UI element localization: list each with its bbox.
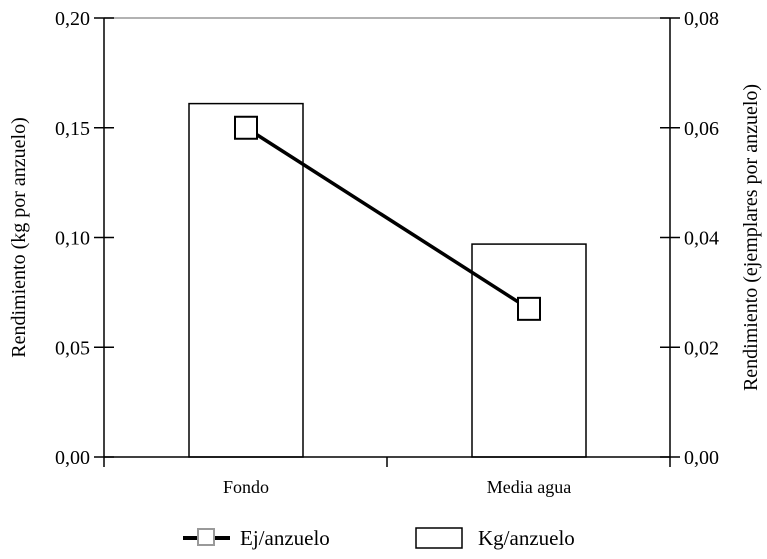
series-line-ej-anzuelo bbox=[245, 126, 530, 311]
y-left-tick-label: 0,00 bbox=[55, 447, 90, 469]
y-right-tick-label: 0,06 bbox=[684, 118, 719, 140]
point-marker-media-agua bbox=[517, 296, 541, 321]
y-left-axis-title: Rendimiento (kg por anzuelo) bbox=[8, 117, 30, 358]
bar-media-agua bbox=[471, 243, 587, 458]
y-left-tick-label: 0,10 bbox=[55, 228, 90, 250]
legend-label-kg-anzuelo: Kg/anzuelo bbox=[478, 526, 575, 550]
y-right-tick-label: 0,08 bbox=[684, 8, 719, 30]
legend-label-ej-anzuelo: Ej/anzuelo bbox=[240, 526, 330, 550]
y-right-tick-label: 0,00 bbox=[684, 447, 719, 469]
x-tick-label: Media agua bbox=[487, 477, 571, 497]
legend-bar-swatch bbox=[415, 527, 463, 549]
x-tick-label: Fondo bbox=[223, 477, 269, 497]
y-right-axis-title: Rendimiento (ejemplares por anzuelo) bbox=[740, 84, 762, 391]
y-right-tick-label: 0,04 bbox=[684, 228, 719, 250]
y-right-tick-label: 0,02 bbox=[684, 337, 719, 359]
legend-marker-swatch bbox=[197, 528, 215, 546]
y-left-tick-label: 0,20 bbox=[55, 8, 90, 30]
y-left-tick-label: 0,15 bbox=[55, 118, 90, 140]
y-left-tick-label: 0,05 bbox=[55, 337, 90, 359]
bar-fondo bbox=[188, 102, 304, 458]
point-marker-fondo bbox=[234, 115, 258, 140]
